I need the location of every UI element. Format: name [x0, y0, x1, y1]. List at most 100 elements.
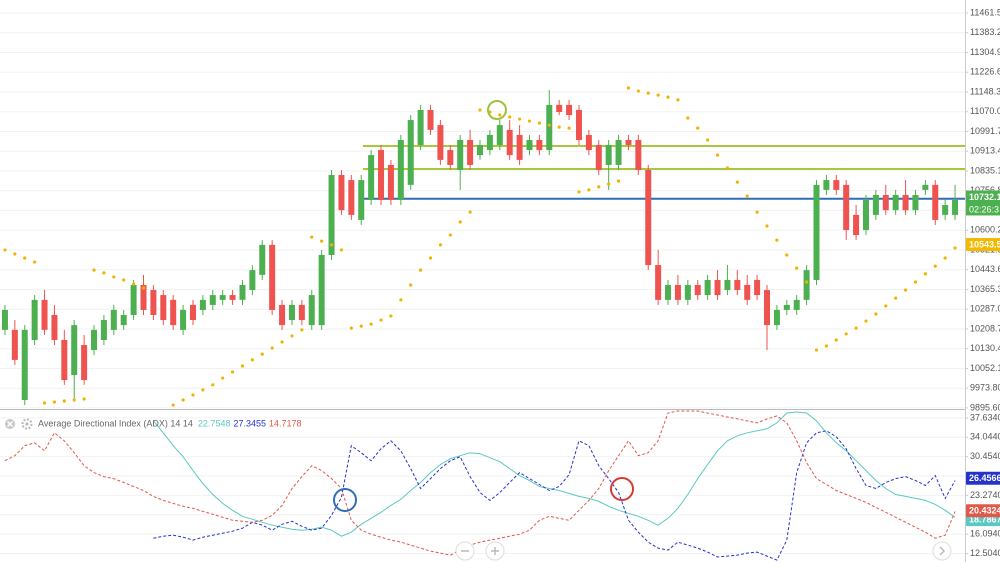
sar-dot — [498, 113, 502, 117]
candle-body — [635, 139, 642, 170]
axis-layer: 11461.5 11383.2 11304.9 11226.6 11148.3 11070… — [38, 7, 1000, 558]
sar-dot — [913, 280, 918, 284]
sar-dot — [250, 358, 254, 362]
candle-body — [219, 295, 226, 300]
candle-body — [595, 145, 602, 170]
sar-dot — [785, 253, 789, 257]
sar-dot — [676, 98, 680, 102]
price-tag-label: 26.4566 — [969, 473, 1000, 483]
y-tick-label: 10991.7 — [970, 126, 1000, 136]
sar-dot — [765, 224, 769, 228]
sar-dot — [626, 86, 631, 90]
candle-body — [150, 290, 157, 316]
candle-body — [189, 304, 196, 321]
candle-body — [387, 164, 394, 200]
candle-body — [328, 175, 335, 255]
candle-body — [625, 139, 632, 146]
sar-dot — [339, 248, 344, 252]
candle-body — [862, 199, 869, 231]
sar-dot — [537, 121, 541, 125]
scroll-right-button[interactable] — [932, 541, 952, 561]
candle-body — [615, 139, 622, 165]
y-tick-label: 10756.8 — [970, 185, 1000, 195]
candle-body — [120, 315, 127, 326]
candle-body — [239, 284, 246, 300]
y-tick-label: 37.6340 — [970, 412, 1000, 422]
candle-body — [100, 320, 107, 340]
indicator-title: Average Directional Index (ADX) 14 14 — [38, 418, 193, 428]
sar-dot — [953, 246, 957, 250]
sar-dot — [804, 280, 809, 284]
sar-dot — [3, 248, 7, 252]
candle-body — [308, 295, 315, 326]
candle-body — [892, 194, 899, 211]
sar-dot — [834, 338, 838, 342]
candle-body — [922, 184, 929, 190]
indicator-readout: 14.7178 — [269, 418, 302, 428]
sar-dot — [795, 266, 799, 270]
candle-body — [199, 299, 206, 310]
y-tick-label: 30.4540 — [970, 451, 1000, 461]
sar-dot — [814, 348, 819, 352]
candle-body — [51, 315, 58, 340]
zoom-out-button[interactable] — [455, 541, 475, 561]
candle-body — [665, 284, 672, 300]
sar-dot — [201, 388, 205, 392]
y-tick-label: 10443.6 — [970, 264, 1000, 274]
close-indicator-button[interactable] — [5, 419, 15, 429]
countdown-tag — [966, 203, 1000, 216]
sar-dot — [329, 243, 334, 247]
candle-body — [684, 284, 691, 300]
candle-body — [902, 194, 909, 211]
sar-dot — [280, 340, 284, 344]
sar-dot — [13, 252, 17, 256]
candle-body — [160, 295, 167, 321]
indicator-line — [153, 411, 956, 537]
sar-dot — [864, 319, 868, 323]
y-tick-label: 10287.0 — [970, 304, 1000, 314]
y-tick-label: 11383.2 — [970, 27, 1000, 37]
indicator-settings-button[interactable] — [21, 418, 33, 430]
sar-dot — [567, 126, 571, 130]
sar-dot — [52, 400, 57, 404]
candle-body — [249, 270, 256, 291]
candle-body — [754, 279, 761, 296]
sar-dot — [399, 298, 403, 302]
y-tick-label: 10052.1 — [970, 363, 1000, 373]
candle-body — [674, 284, 681, 300]
sar-dot — [923, 272, 927, 276]
sar-dot — [409, 283, 413, 287]
sar-dot — [320, 239, 324, 243]
y-tick-label: 10835.1 — [970, 165, 1000, 175]
y-tick-label: 10600.2 — [970, 225, 1000, 235]
candle-body — [704, 279, 711, 296]
plot-layer — [1, 86, 965, 561]
zoom-in-button[interactable] — [485, 541, 505, 561]
countdown-label: 02:26:3 — [969, 204, 999, 214]
candle-body — [556, 104, 563, 112]
candle-body — [229, 295, 236, 300]
sar-dot — [508, 115, 512, 119]
sar-dot — [112, 275, 116, 279]
sar-dot — [82, 397, 86, 401]
y-tick-label: 11226.6 — [970, 67, 1000, 77]
annotation-circle — [333, 488, 357, 512]
sar-dot — [102, 271, 106, 275]
price-tag-label: 10543.5 — [969, 239, 1000, 249]
candle-body — [546, 104, 553, 151]
sar-dot — [260, 352, 264, 356]
annotation-circle — [487, 100, 507, 120]
candle-body — [783, 304, 790, 310]
sar-dot — [775, 238, 779, 242]
candle-body — [457, 139, 464, 170]
candle-body — [655, 265, 662, 300]
sar-dot — [33, 260, 37, 264]
candle-body — [407, 120, 414, 185]
sar-dot — [240, 364, 245, 368]
price-tag — [966, 504, 1000, 518]
sar-dot — [686, 116, 690, 120]
candle-body — [21, 329, 28, 400]
